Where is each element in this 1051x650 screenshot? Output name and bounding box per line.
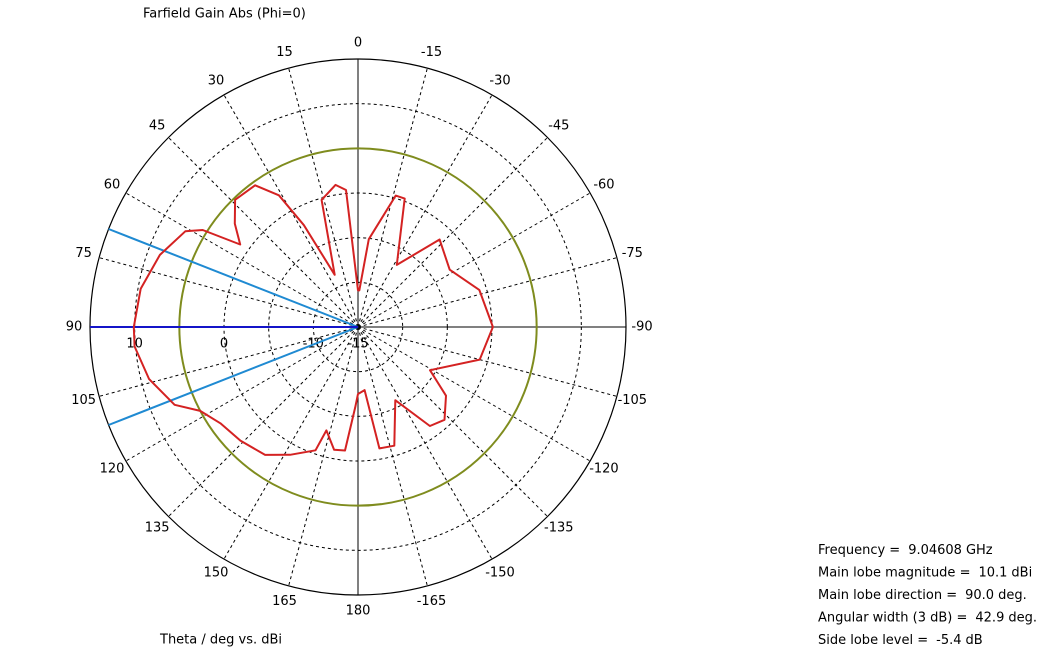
theta-tick-label: 135 — [145, 520, 170, 535]
spoke — [357, 94, 493, 328]
theta-tick-label: 180 — [346, 604, 371, 619]
info-value: 10.1 — [978, 565, 1007, 580]
spoke — [357, 326, 591, 462]
info-unit: deg. — [998, 588, 1027, 603]
info-unit: deg. — [1008, 610, 1037, 625]
info-line: Main lobe magnitude = 10.1 dBi — [818, 565, 1032, 580]
beamwidth-line — [108, 228, 359, 328]
info-value: 9.04608 — [908, 543, 962, 558]
theta-tick-label: 105 — [71, 393, 96, 408]
theta-tick-label: -45 — [548, 119, 569, 134]
theta-tick-label: -135 — [544, 520, 574, 535]
theta-tick-label: 45 — [149, 119, 166, 134]
theta-tick-label: -75 — [622, 246, 643, 261]
pattern-line — [132, 183, 494, 456]
theta-tick-label: -90 — [631, 320, 652, 335]
spoke — [223, 326, 359, 560]
theta-tick-label: -150 — [485, 565, 515, 580]
info-value: -5.4 — [936, 633, 961, 648]
spoke — [125, 326, 359, 462]
info-line: Angular width (3 dB) = 42.9 deg. — [818, 610, 1037, 625]
info-unit: dB — [966, 633, 983, 648]
spoke — [357, 326, 493, 560]
x-axis-label: Theta / deg vs. dBi — [159, 633, 282, 648]
theta-tick-label: -165 — [417, 594, 447, 609]
spoke — [168, 137, 359, 328]
info-unit: GHz — [966, 543, 993, 558]
theta-tick-label: -120 — [589, 462, 619, 477]
spoke — [125, 192, 359, 328]
theta-tick-label: 60 — [104, 178, 121, 193]
theta-tick-label: -60 — [593, 178, 614, 193]
info-line: Frequency = 9.04608 GHz — [818, 543, 993, 558]
spoke — [357, 326, 428, 586]
spoke — [357, 326, 548, 517]
theta-tick-label: 120 — [100, 462, 125, 477]
r-tick-label: -15 — [347, 337, 368, 352]
spoke — [357, 257, 617, 328]
spoke — [357, 192, 591, 328]
info-label: Main lobe direction = — [818, 588, 957, 603]
theta-tick-label: 75 — [75, 246, 92, 261]
info-label: Frequency = — [818, 543, 900, 558]
spoke — [99, 326, 359, 397]
theta-tick-label: -15 — [421, 45, 442, 60]
spoke — [357, 137, 548, 328]
info-line: Side lobe level = -5.4 dB — [818, 633, 983, 648]
info-line: Main lobe direction = 90.0 deg. — [818, 588, 1027, 603]
beamwidth-line — [108, 326, 359, 426]
theta-tick-label: -105 — [618, 393, 648, 408]
theta-tick-label: 90 — [66, 320, 83, 335]
info-value: 90.0 — [965, 588, 994, 603]
theta-tick-label: 0 — [354, 36, 362, 51]
theta-tick-label: -30 — [489, 74, 510, 89]
spoke — [168, 326, 359, 517]
info-label: Angular width (3 dB) = — [818, 610, 967, 625]
spoke — [99, 257, 359, 328]
theta-tick-label: 30 — [208, 74, 225, 89]
info-unit: dBi — [1011, 565, 1032, 580]
spoke — [288, 326, 359, 586]
theta-tick-label: 15 — [276, 45, 293, 60]
info-label: Main lobe magnitude = — [818, 565, 970, 580]
r-tick-label: 0 — [220, 337, 228, 352]
spoke — [357, 326, 617, 397]
theta-tick-label: 150 — [204, 565, 229, 580]
theta-tick-label: 165 — [272, 594, 297, 609]
info-value: 42.9 — [975, 610, 1004, 625]
spoke — [357, 68, 428, 328]
info-label: Side lobe level = — [818, 633, 928, 648]
chart-title: Farfield Gain Abs (Phi=0) — [143, 7, 306, 22]
